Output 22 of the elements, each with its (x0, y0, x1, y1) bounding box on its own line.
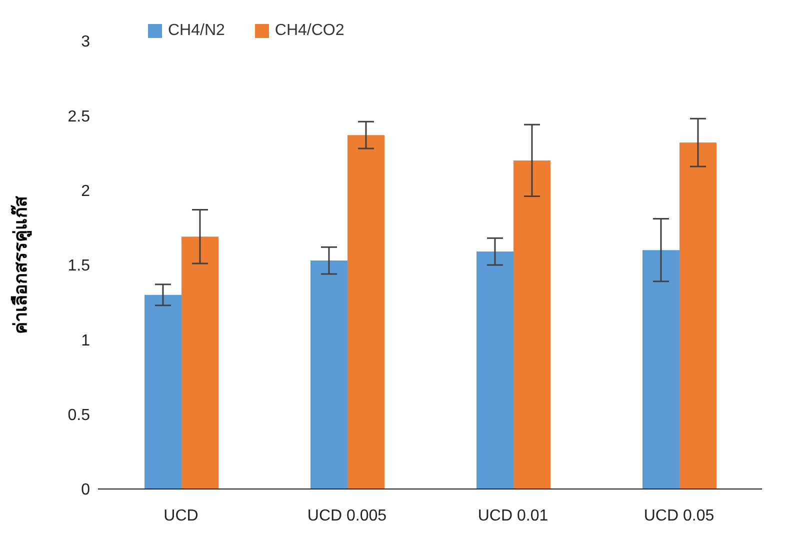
bar (679, 142, 716, 489)
y-tick-label: 3 (81, 34, 90, 51)
y-axis-title: ค่าเลือกสรรคู่แก๊ส (10, 195, 32, 334)
y-tick-label: 2.5 (68, 108, 90, 126)
legend-label: CH4/N2 (167, 22, 225, 40)
bar (642, 250, 680, 489)
bar (144, 294, 182, 489)
bar (476, 252, 514, 489)
bar (347, 135, 384, 489)
y-tick-label: 2 (81, 183, 90, 200)
x-tick-label: UCD (164, 507, 198, 524)
y-tick-label: 1 (81, 332, 90, 350)
y-tick-label: 0.5 (68, 407, 90, 424)
x-tick-label: UCD 0.05 (644, 507, 714, 524)
y-tick-label: 0 (81, 482, 90, 499)
legend-label: CH4/CO2 (274, 22, 344, 40)
x-tick-label: UCD 0.005 (307, 507, 387, 524)
bar (181, 236, 218, 489)
bar (310, 260, 348, 489)
bar (513, 160, 550, 489)
y-tick-label: 1.5 (68, 258, 90, 275)
x-tick-label: UCD 0.01 (478, 507, 548, 524)
